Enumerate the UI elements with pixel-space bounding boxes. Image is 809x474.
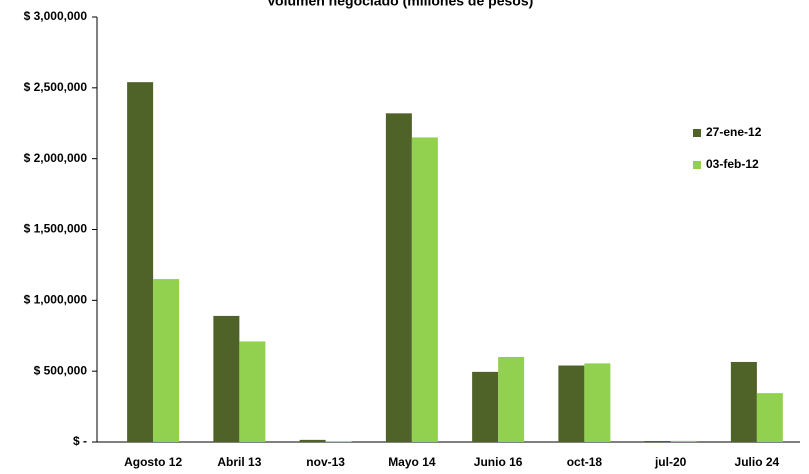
bar — [670, 440, 697, 442]
x-tick-label: Julio 24 — [735, 455, 780, 469]
legend-label: 27-ene-12 — [706, 125, 762, 139]
bar — [756, 393, 783, 442]
legend-label: 03-feb-12 — [706, 157, 759, 171]
x-tick-label: Agosto 12 — [124, 455, 182, 469]
y-tick-label: $ 1,500,000 — [24, 222, 88, 236]
legend-swatch — [693, 129, 701, 137]
bar — [498, 357, 525, 442]
bar — [213, 315, 240, 442]
bar — [325, 441, 352, 442]
bar — [153, 279, 180, 442]
bar — [730, 361, 757, 442]
x-tick-label: oct-18 — [567, 455, 603, 469]
y-tick-label: $ - — [73, 434, 87, 448]
y-tick-label: $ 3,000,000 — [24, 9, 88, 23]
bar — [127, 82, 154, 443]
x-tick-label: jul-20 — [654, 455, 687, 469]
legend-swatch — [693, 161, 701, 169]
bar — [299, 439, 326, 442]
bar — [239, 341, 266, 442]
bar — [411, 137, 438, 442]
y-tick-label: $ 1,000,000 — [24, 293, 88, 307]
bar — [644, 441, 671, 442]
bar — [472, 371, 499, 442]
x-tick-label: Abril 13 — [217, 455, 261, 469]
bar — [558, 365, 585, 442]
x-tick-label: Mayo 14 — [388, 455, 436, 469]
y-tick-label: $ 2,500,000 — [24, 80, 88, 94]
y-tick-label: $ 500,000 — [34, 363, 88, 377]
bar — [584, 363, 611, 442]
y-tick-label: $ 2,000,000 — [24, 151, 88, 165]
x-tick-label: nov-13 — [306, 455, 345, 469]
bar — [385, 113, 412, 442]
x-tick-label: Junio 16 — [474, 455, 523, 469]
chart-title: Volumen negociado (millones de pesos) — [267, 0, 534, 9]
